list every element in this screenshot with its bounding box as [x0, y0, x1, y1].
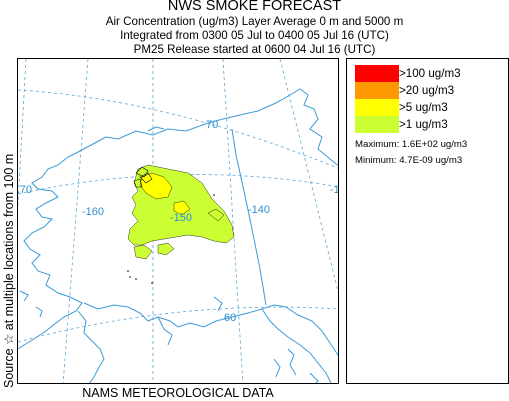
coastline [18, 88, 338, 383]
inlet-coast [157, 316, 173, 346]
lon-label-150: -150 [170, 212, 192, 224]
legend-label-20: >20 ug/m3 [399, 84, 455, 97]
plume-east-patch [207, 208, 225, 222]
legend-label-5: >5 ug/m3 [399, 101, 448, 114]
speck-2 [129, 276, 131, 278]
legend-maximum: Maximum: 1.6E+02 ug/m3 [355, 139, 468, 150]
legend-swatch-yellow [355, 99, 399, 116]
longitude-line-170 [18, 59, 27, 212]
smoke-contour-cluster [133, 166, 153, 188]
legend-swatch-orange [355, 82, 399, 99]
legend-label-100: >100 ug/m3 [399, 67, 461, 80]
island-3 [213, 296, 223, 312]
smoke-specks [127, 194, 215, 284]
chart-subtitle-release: PM25 Release started at 0600 04 Jul 16 (… [133, 43, 376, 56]
latitude-line-70 [18, 174, 338, 195]
island-4 [147, 126, 165, 132]
plume-south-patch-2 [157, 242, 175, 256]
lon-label-140: -140 [248, 204, 270, 216]
contour-2 [139, 172, 153, 184]
legend-panel: >100 ug/m3 >20 ug/m3 >5 ug/m3 >1 ug/m3 M… [346, 58, 509, 384]
contour-1 [135, 166, 149, 178]
lon-label-130: -130 [330, 184, 339, 196]
source-side-label: Source ☆ at multiple locations from 100 … [2, 153, 16, 388]
map-panel: 70 60 -170 -160 -150 -140 -130 [17, 58, 339, 384]
alaska-map: 70 60 -170 -160 -150 -140 -130 [18, 59, 339, 383]
legend-swatch-green [355, 116, 399, 133]
lat-label-70: 70 [206, 119, 218, 131]
lon-label-160: -160 [82, 206, 104, 218]
chart-subtitle-concentration: Air Concentration (ug/m3) Layer Average … [105, 15, 404, 28]
island-1 [35, 306, 43, 318]
longitude-line-160 [62, 59, 89, 383]
plume-core-north [139, 172, 173, 200]
graticule-lines [18, 59, 338, 383]
speck-4 [151, 282, 153, 284]
latitude-line-70-north [18, 89, 338, 169]
legend-item-5: >5 ug/m3 [355, 99, 448, 116]
west-coast [18, 143, 94, 350]
peninsula-coast [77, 310, 105, 383]
plume-core-center [173, 200, 191, 216]
latitude-line-60 [18, 306, 338, 343]
south-coast [83, 302, 338, 357]
chart-title: NWS SMOKE FORECAST [167, 0, 342, 14]
panhandle-coast [261, 308, 332, 383]
legend-item-20: >20 ug/m3 [355, 82, 454, 99]
speck-1 [127, 270, 129, 272]
legend-label-1: >1 ug/m3 [399, 118, 448, 131]
speck-3 [135, 278, 137, 280]
speck-5 [213, 194, 215, 196]
legend-swatch-red [355, 65, 399, 82]
legend-item-100: >100 ug/m3 [355, 65, 461, 82]
contour-3 [133, 178, 143, 188]
chart-subtitle-integration: Integrated from 0300 05 Jul to 0400 05 J… [120, 29, 389, 42]
legend-item-1: >1 ug/m3 [355, 116, 448, 133]
north-coast [92, 88, 338, 167]
longitude-line-140 [222, 59, 244, 383]
longitude-line-130 [279, 59, 338, 293]
plume-south-patch [133, 244, 153, 260]
legend-minimum: Minimum: 4.7E-09 ug/m3 [355, 155, 463, 166]
smoke-plume-medium [139, 172, 191, 216]
lon-label-170: -170 [18, 184, 32, 196]
lat-label-60: 60 [224, 312, 236, 324]
footer-data-source: NAMS METEOROLOGICAL DATA [82, 386, 274, 400]
island-7 [273, 358, 281, 378]
island-5 [287, 348, 297, 376]
canada-border [231, 128, 267, 306]
island-6 [309, 372, 319, 383]
island-2 [19, 290, 29, 302]
